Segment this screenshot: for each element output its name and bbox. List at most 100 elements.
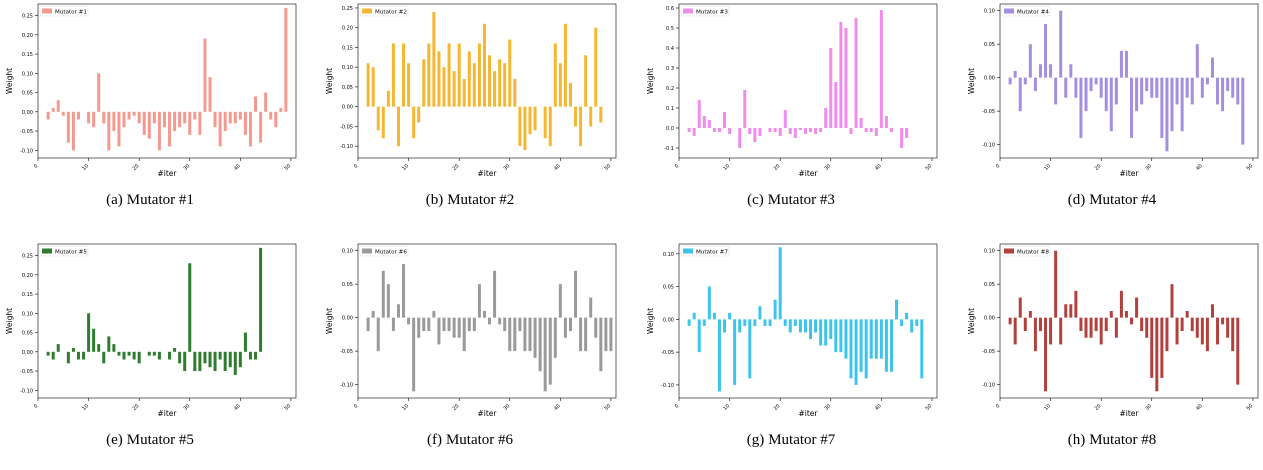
legend-swatch [683, 8, 693, 14]
bar [1013, 317, 1017, 345]
bar [819, 319, 823, 346]
y-tick-label: -0.10 [20, 148, 33, 154]
bar [107, 111, 111, 151]
y-tick-label: 0.25 [22, 254, 33, 260]
caption-prefix: (b) [425, 192, 444, 208]
bar [412, 106, 416, 139]
bar [432, 11, 436, 107]
bar [173, 111, 177, 132]
subfigure-caption: (g) Mutator #7 [641, 432, 941, 449]
bar [223, 111, 227, 132]
y-tick-label: -0.10 [982, 143, 995, 149]
bar [783, 110, 787, 128]
bar [707, 120, 711, 128]
bar [778, 247, 782, 320]
bar [218, 111, 222, 147]
x-tick-label: 20 [452, 163, 461, 172]
bar [447, 317, 451, 332]
bar [1049, 317, 1053, 345]
y-tick-label: -0.05 [340, 124, 353, 130]
bar [553, 317, 557, 358]
bar [717, 128, 721, 132]
bar [76, 351, 80, 360]
bar [543, 317, 547, 392]
bar [849, 128, 853, 134]
bar [183, 351, 187, 372]
bar [223, 351, 227, 372]
bar [788, 319, 792, 333]
x-tick-label: 0 [353, 403, 359, 409]
bar [198, 111, 202, 135]
bar [122, 351, 126, 360]
bar [203, 351, 207, 364]
x-tick-label: 30 [182, 163, 191, 172]
bar [579, 317, 583, 352]
legend-swatch [362, 248, 372, 254]
x-tick-label: 50 [284, 403, 293, 412]
subfigure-caption: (h) Mutator #8 [962, 432, 1262, 449]
y-tick-label: 0.10 [342, 65, 353, 71]
bar [66, 111, 70, 143]
x-tick-label: 30 [1144, 403, 1153, 412]
bar [427, 317, 431, 332]
y-tick-label: 0.10 [22, 311, 33, 317]
bar [1094, 317, 1098, 332]
bar [594, 317, 598, 338]
bar [1008, 77, 1012, 85]
bar [793, 128, 797, 138]
bar [162, 111, 166, 128]
legend-swatch [42, 248, 52, 254]
x-tick-label: 50 [925, 163, 934, 172]
bar [1216, 77, 1220, 105]
axes-frame [357, 3, 617, 159]
x-tick-label: 10 [722, 163, 731, 172]
bar [183, 111, 187, 124]
bar [1170, 284, 1174, 318]
subfigure-caption: (e) Mutator #5 [0, 432, 300, 449]
bar [834, 82, 838, 128]
x-tick-label: 0 [674, 163, 680, 169]
bar [702, 116, 706, 128]
bar [609, 317, 613, 352]
bar [254, 351, 258, 360]
bar [1114, 317, 1118, 338]
x-tick-label: 20 [132, 403, 141, 412]
bar [1175, 77, 1179, 105]
bar [910, 319, 914, 333]
bar [900, 128, 904, 148]
x-tick-label: 30 [823, 163, 832, 172]
x-tick-label: 10 [81, 403, 90, 412]
bar [51, 351, 55, 360]
bar [1109, 77, 1113, 132]
bar [503, 63, 507, 107]
y-tick-label: 0.10 [342, 249, 353, 255]
bar [814, 319, 818, 333]
bar [477, 284, 481, 318]
bar [1130, 77, 1134, 138]
y-tick-label: -0.10 [661, 383, 674, 389]
bar [768, 128, 772, 132]
bar [763, 319, 767, 326]
bar [1190, 77, 1194, 105]
x-tick-label: 20 [773, 163, 782, 172]
bar [76, 111, 80, 120]
bar [447, 43, 451, 107]
bar [432, 310, 436, 318]
x-tick-label: 20 [132, 163, 141, 172]
bar [879, 319, 883, 359]
x-tick-label: 30 [502, 163, 511, 172]
bar [905, 312, 909, 320]
bar [723, 319, 727, 333]
legend-label: Mutator #3 [696, 9, 728, 15]
bar [238, 351, 242, 368]
bar [92, 328, 96, 352]
bar [132, 351, 136, 360]
y-tick-label: -0.1 [664, 146, 674, 152]
bar [442, 67, 446, 107]
bar [71, 347, 75, 352]
bar [773, 299, 777, 320]
bar [738, 128, 742, 148]
caption-prefix: (a) [106, 192, 123, 208]
chart-svg: -0.1 0.0 0.1 0.2 0.3 0.4 0.5 0.6 0 10 20 30 40 50 #ite… [646, 3, 938, 178]
bar [1140, 77, 1144, 105]
